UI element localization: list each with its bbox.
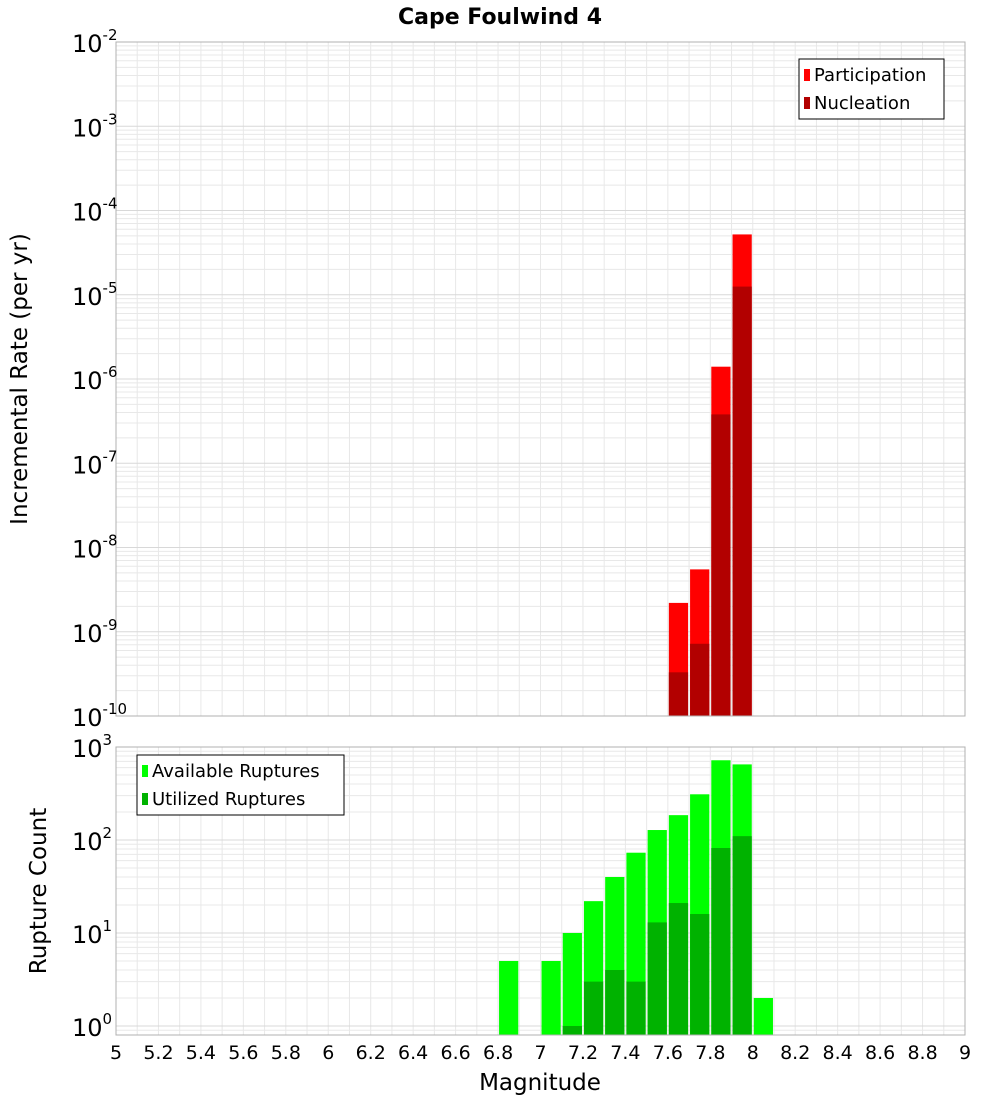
rate-bar-secondary: [690, 643, 710, 716]
count-legend-label: Utilized Ruptures: [152, 789, 305, 810]
rate-panel: 10-2 10-3 10-4 10-5 10-6 10-7 10-8 10-9 10-10 Inc…: [7, 26, 966, 732]
x-tick-label: 5.2: [143, 1042, 173, 1064]
count-bar-secondary: [690, 914, 710, 1035]
rate-ytick-label: 10-5: [72, 279, 118, 311]
rate-ytick-label: 10-6: [72, 363, 118, 395]
rate-legend-label: Participation: [814, 65, 926, 86]
rate-bar-secondary: [668, 672, 689, 716]
x-tick-label: 7.6: [653, 1042, 683, 1064]
count-legend-label: Available Ruptures: [152, 761, 320, 782]
count-bar-secondary: [668, 903, 689, 1035]
count-bar-primary: [753, 997, 773, 1035]
rate-legend-swatch: [804, 69, 810, 81]
count-y-axis-label: Rupture Count: [26, 808, 52, 974]
x-tick-label: 5.6: [228, 1042, 258, 1064]
x-tick-label: 5.4: [186, 1042, 216, 1064]
rate-frame: [115, 41, 966, 717]
x-tick-label: 7.4: [610, 1042, 640, 1064]
count-legend-swatch: [142, 793, 148, 805]
x-tick-label: 6.8: [483, 1042, 513, 1064]
rate-ytick-label: 10-2: [72, 26, 118, 58]
count-bar-secondary: [732, 836, 752, 1035]
rate-ytick-label: 10-8: [72, 532, 118, 564]
x-tick-label: 8: [747, 1042, 759, 1064]
rate-ytick-label: 10-7: [72, 447, 118, 479]
count-bar-primary: [499, 960, 519, 1035]
x-tick-label: 5.8: [271, 1042, 301, 1064]
x-axis-label: Magnitude: [479, 1070, 601, 1096]
x-tick-label: 8.2: [780, 1042, 810, 1064]
x-tick-label: 8.4: [823, 1042, 853, 1064]
count-legend-swatch: [142, 765, 148, 777]
rate-ytick-label: 10-4: [72, 195, 118, 227]
x-tick-label: 6.4: [398, 1042, 428, 1064]
count-ytick-label: 100: [72, 1010, 112, 1042]
rate-legend-box: [798, 58, 945, 120]
x-tick-label: 6.2: [356, 1042, 386, 1064]
count-bar-secondary: [562, 1025, 582, 1035]
count-ytick-label: 101: [72, 917, 112, 949]
x-tick-label: 8.6: [865, 1042, 895, 1064]
count-bar-secondary: [583, 981, 604, 1035]
rate-y-axis-label: Incremental Rate (per yr): [7, 233, 33, 525]
x-tick-label: 7: [534, 1042, 546, 1064]
rate-legend: Participation Nucleation: [798, 58, 945, 120]
count-legend-box: [136, 754, 345, 816]
x-tick-label: 9: [959, 1042, 971, 1064]
chart-title: Cape Foulwind 4: [398, 5, 602, 30]
rate-legend-label: Nucleation: [814, 93, 910, 114]
plot-area: 10-2 10-3 10-4 10-5 10-6 10-7 10-8 10-9 10-10 Inc…: [7, 26, 971, 1064]
rate-legend-swatch: [804, 97, 810, 109]
x-axis-ticks: 5 5.2 5.4 5.6 5.8 6 6.2 6.4 6.6 6.8 7 7.2 7.4 7.6 7.8 8…: [110, 1042, 971, 1064]
x-tick-label: 7.8: [695, 1042, 725, 1064]
count-bar-secondary: [711, 848, 731, 1035]
count-legend: Available Ruptures Utilized Ruptures: [136, 754, 345, 816]
rate-bar-secondary: [732, 286, 752, 716]
x-tick-label: 8.8: [907, 1042, 937, 1064]
count-panel: 103 102 101 100 Rupture Count Available Ruptu…: [26, 731, 966, 1042]
count-ytick-label: 103: [72, 731, 112, 763]
count-ytick-label: 102: [72, 824, 112, 856]
x-tick-label: 6: [322, 1042, 334, 1064]
count-bar-primary: [562, 932, 582, 1035]
x-tick-label: 7.2: [568, 1042, 598, 1064]
count-bar-secondary: [626, 981, 646, 1035]
count-bar-secondary: [647, 922, 667, 1035]
rate-ytick-label: 10-3: [72, 110, 118, 142]
count-frame: [115, 746, 966, 1036]
x-tick-label: 5: [110, 1042, 122, 1064]
rate-bar-secondary: [711, 414, 731, 716]
x-tick-label: 6.6: [440, 1042, 470, 1064]
count-bar-secondary: [605, 969, 625, 1035]
count-bar-primary: [541, 960, 561, 1035]
rate-ytick-label: 10-9: [72, 616, 118, 648]
rate-ytick-label: 10-10: [72, 700, 127, 732]
